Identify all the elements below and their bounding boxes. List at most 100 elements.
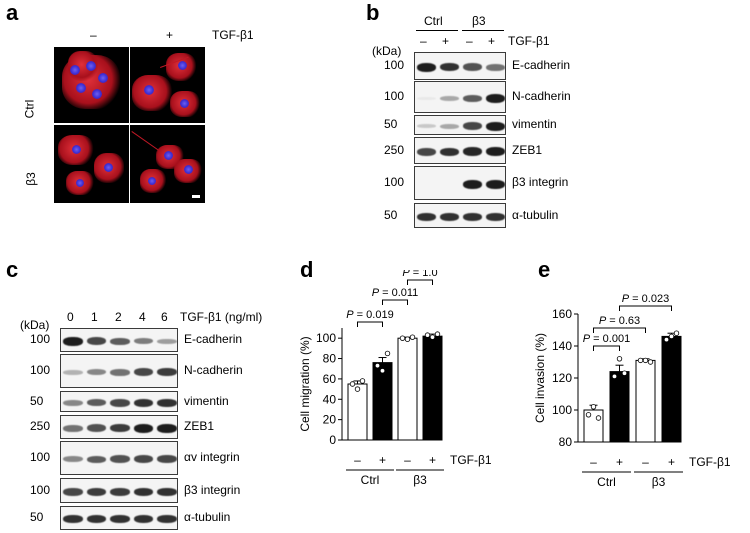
micrograph-b3-tgf bbox=[130, 125, 205, 203]
p-value-label: P = 0.019 bbox=[346, 309, 393, 321]
panel-c-dose-6: 6 bbox=[161, 310, 168, 324]
protein-label: β3 integrin bbox=[184, 482, 241, 497]
blot-band bbox=[133, 515, 154, 523]
p-value-label: P = 0.001 bbox=[583, 333, 630, 345]
blot-band bbox=[110, 369, 130, 376]
blot-band bbox=[110, 399, 130, 407]
blot-band bbox=[133, 338, 154, 344]
data-point bbox=[637, 357, 644, 364]
blot-e-cadherin bbox=[60, 328, 178, 352]
blot-band bbox=[463, 213, 482, 221]
blot-band bbox=[157, 399, 177, 407]
panel-b-b3-line bbox=[462, 30, 504, 31]
blot-band bbox=[63, 515, 83, 523]
blot-band bbox=[463, 180, 482, 189]
blot-n-cadherin bbox=[414, 81, 506, 113]
p-value-label: P = 0.011 bbox=[372, 287, 419, 299]
data-point bbox=[399, 335, 406, 341]
blot-n-cadherin bbox=[60, 354, 178, 388]
blot-band bbox=[463, 63, 482, 71]
panel-c-dose-2: 2 bbox=[115, 310, 122, 324]
panel-c-dose-1: 1 bbox=[91, 310, 98, 324]
blot-band bbox=[133, 399, 154, 407]
panel-c-kda: (kDa) bbox=[20, 318, 50, 332]
marker-kda: 100 bbox=[30, 363, 51, 377]
data-point bbox=[354, 386, 361, 392]
treatment-sign: – bbox=[404, 453, 411, 467]
micrograph-b3-untreated bbox=[54, 125, 129, 203]
comparison-bracket bbox=[593, 327, 646, 333]
panel-a-row-ctrl: Ctrl bbox=[22, 99, 37, 119]
blot-band bbox=[417, 124, 436, 128]
blot-zeb1 bbox=[60, 415, 178, 439]
y-tick-label: 0 bbox=[329, 433, 336, 447]
treatment-sign: – bbox=[354, 453, 361, 467]
group-label: β3 bbox=[652, 475, 666, 489]
panel-b-sign-4: + bbox=[488, 34, 496, 48]
y-tick-label: 80 bbox=[559, 435, 573, 449]
bar bbox=[635, 359, 656, 443]
protein-label: N-cadherin bbox=[512, 89, 571, 103]
panel-d-label: d bbox=[300, 257, 314, 282]
blot-band bbox=[157, 515, 177, 523]
treatment-sign: + bbox=[616, 455, 623, 469]
protein-label: vimentin bbox=[512, 117, 557, 131]
data-point bbox=[673, 330, 680, 336]
panel-a-label: a bbox=[6, 0, 19, 25]
y-tick-label: 60 bbox=[323, 372, 337, 386]
blot-band bbox=[86, 424, 107, 432]
marker-kda: 250 bbox=[30, 419, 51, 433]
data-point bbox=[404, 336, 411, 342]
y-tick-label: 40 bbox=[323, 392, 337, 406]
treatment-sign: – bbox=[590, 455, 597, 469]
blot-band bbox=[86, 337, 107, 345]
treatment-label: TGF-β1 bbox=[689, 455, 731, 469]
y-tick-label: 100 bbox=[552, 403, 572, 417]
blot-e-cadherin bbox=[414, 52, 506, 80]
blot-band bbox=[440, 63, 459, 71]
treatment-label: TGF-β1 bbox=[450, 453, 492, 467]
blot-band bbox=[63, 370, 83, 375]
marker-kda: 100 bbox=[384, 89, 405, 103]
data-point bbox=[590, 404, 597, 410]
blot-band bbox=[86, 456, 107, 463]
blot-band bbox=[110, 338, 130, 345]
blot-band bbox=[417, 97, 436, 100]
blot-band bbox=[86, 515, 107, 523]
blot-zeb1 bbox=[414, 137, 506, 164]
comparison-bracket bbox=[593, 345, 620, 351]
marker-kda: 100 bbox=[30, 450, 51, 464]
blot-band bbox=[63, 337, 83, 346]
blot-band bbox=[440, 96, 459, 101]
blot-band bbox=[486, 94, 505, 103]
blot-band bbox=[110, 424, 130, 432]
y-axis-label: Cell invasion (%) bbox=[533, 333, 547, 423]
blot-band bbox=[157, 368, 177, 376]
comparison-bracket bbox=[619, 305, 672, 311]
blot--3-integrin bbox=[414, 166, 506, 200]
blot-vimentin bbox=[414, 115, 506, 135]
panel-c-dose-4: 4 bbox=[139, 310, 146, 324]
y-tick-label: 80 bbox=[323, 352, 337, 366]
blot-band bbox=[63, 425, 83, 432]
marker-kda: 50 bbox=[384, 117, 398, 131]
y-tick-label: 140 bbox=[552, 339, 572, 353]
protein-label: αv integrin bbox=[184, 450, 240, 464]
group-label: Ctrl bbox=[597, 475, 616, 489]
data-point bbox=[616, 356, 623, 362]
micrograph-ctrl-tgf bbox=[130, 47, 205, 123]
blot-band bbox=[440, 213, 459, 221]
protein-label: ZEB1 bbox=[184, 419, 215, 433]
panel-a-treatment: TGF-β1 bbox=[212, 28, 254, 42]
protein-label: β3 integrin bbox=[512, 175, 569, 189]
bar bbox=[372, 362, 393, 441]
blot-band bbox=[440, 124, 459, 129]
chart-cell-invasion: 80 100 120 140 160 Cell invasion (%) – + – + TGF-β… bbox=[533, 293, 731, 489]
data-point bbox=[642, 357, 649, 364]
comparison-bracket bbox=[357, 321, 383, 327]
blot-band bbox=[86, 369, 107, 375]
panel-b-kda: (kDa) bbox=[372, 44, 402, 58]
chart-cell-migration: 0 20 40 60 80 100 Cell migration (%) – + – + TGF-β1… bbox=[298, 270, 492, 487]
panel-c-label: c bbox=[6, 257, 19, 282]
data-point bbox=[424, 332, 431, 338]
